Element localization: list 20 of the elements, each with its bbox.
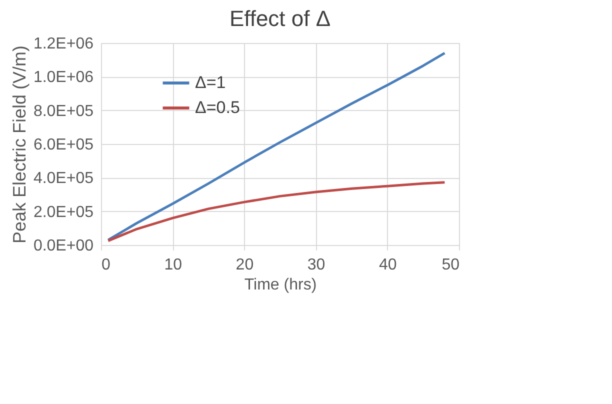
x-tick-label: 40 — [379, 256, 397, 274]
y-tick-label: 1.2E+06 — [33, 36, 94, 52]
x-tick-label: 50 — [442, 256, 460, 274]
chart-title: Effect of Δ — [229, 6, 331, 31]
legend-label: Δ=1 — [195, 73, 226, 92]
x-tick-label: 30 — [307, 256, 326, 274]
y-axis-title: Peak Electric Field (V/m) — [9, 45, 30, 244]
legend-label: Δ=0.5 — [195, 98, 240, 117]
x-tick-label: 10 — [164, 256, 182, 274]
y-tick-label: 8.0E+05 — [33, 102, 94, 120]
x-tick-label: 0 — [102, 256, 110, 274]
y-tick-label: 4.0E+05 — [33, 170, 94, 188]
y-tick-label: 6.0E+05 — [33, 136, 94, 154]
y-tick-label: 1.0E+06 — [33, 69, 94, 86]
line-series — [106, 52, 446, 242]
y-tick-label: 2.0E+05 — [33, 204, 94, 221]
x-axis-title: Time (hrs) — [244, 276, 317, 294]
line-series — [106, 181, 446, 242]
y-tick-label: 0.0E+00 — [33, 238, 94, 254]
x-tick-label: 20 — [236, 256, 254, 274]
